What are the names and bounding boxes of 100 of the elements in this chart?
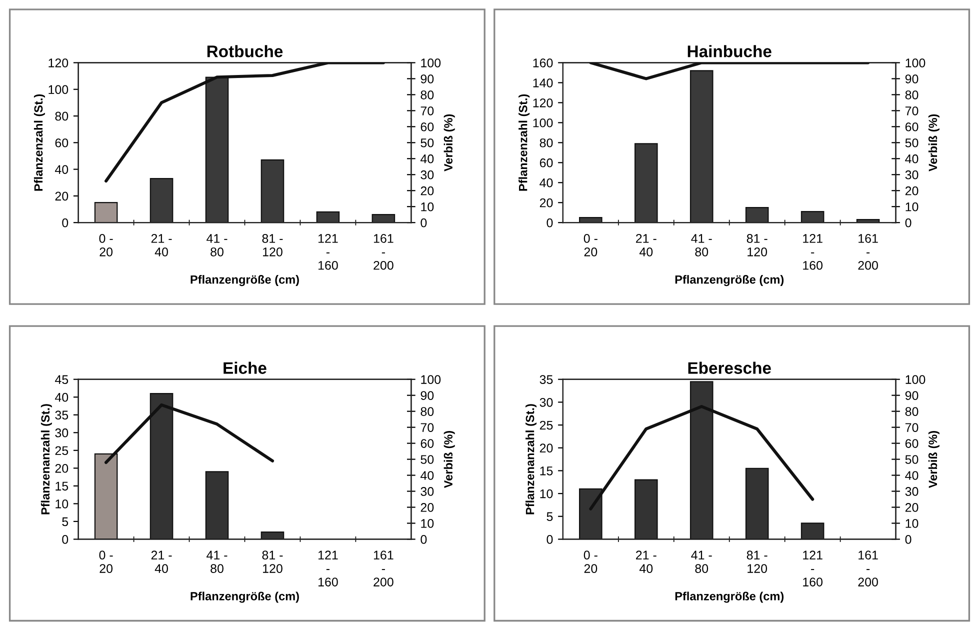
y2-tick-label: 70 xyxy=(420,423,434,432)
y2-axis-title: Verbiß (%) xyxy=(928,114,940,172)
x-tick-label: 81 - 120 xyxy=(746,550,768,573)
y2-axis-title: Verbiß (%) xyxy=(444,114,455,172)
y2-tick-label: 10 xyxy=(906,519,918,528)
y-tick-label: 120 xyxy=(533,98,553,108)
y2-tick-label: 100 xyxy=(906,58,926,68)
x-tick-label: 0 - 20 xyxy=(99,234,113,256)
y2-tick-label: 80 xyxy=(420,90,434,100)
y-tick-label: 35 xyxy=(55,410,68,420)
y2-tick-label: 100 xyxy=(421,58,441,68)
y2-tick-label: 20 xyxy=(905,186,918,196)
y-tick-label: 5 xyxy=(62,517,68,526)
y-axis-title: Pflanzenanzahl (St.) xyxy=(526,404,537,514)
x-tick-label: 161 - 200 xyxy=(858,550,878,586)
y2-tick-label: 80 xyxy=(905,407,918,416)
y-tick-label: 40 xyxy=(54,165,68,174)
y-tick-label: 20 xyxy=(540,444,553,453)
y-tick-label: 40 xyxy=(54,392,68,402)
y2-tick-label: 60 xyxy=(905,439,918,448)
y2-tick-label: 0 xyxy=(905,218,912,228)
y2-tick-label: 10 xyxy=(906,202,918,212)
x-tick-label: 161 - 200 xyxy=(374,550,394,586)
y-tick-label: 140 xyxy=(533,78,553,88)
x-tick-label: 81 - 120 xyxy=(262,550,283,573)
y2-tick-label: 50 xyxy=(420,138,434,148)
y2-tick-label: 20 xyxy=(905,503,918,512)
y2-tick-label: 80 xyxy=(905,90,918,100)
x-tick-label: 121 - 160 xyxy=(318,550,338,586)
y2-tick-label: 10 xyxy=(421,202,434,212)
x-tick-label: 41 - 80 xyxy=(691,234,712,256)
x-tick-label: 21 - 40 xyxy=(151,234,172,256)
y2-tick-label: 20 xyxy=(420,186,434,196)
y2-tick-label: 90 xyxy=(905,74,918,84)
x-tick-label: 0 - 20 xyxy=(584,550,598,573)
y-tick-label: 20 xyxy=(55,192,68,201)
x-tick-label: 21 - 40 xyxy=(636,234,656,256)
x-axis-title: Pflanzengröße (cm) xyxy=(190,592,299,603)
y-tick-label: 100 xyxy=(533,118,553,128)
y-tick-label: 160 xyxy=(533,58,553,68)
x-tick-label: 81 - 120 xyxy=(746,234,768,256)
y-tick-label: 45 xyxy=(54,375,68,384)
y2-tick-label: 70 xyxy=(905,106,918,116)
y2-tick-label: 90 xyxy=(905,391,918,400)
y2-tick-label: 30 xyxy=(420,170,434,180)
y2-tick-label: 40 xyxy=(420,154,434,164)
y-tick-label: 35 xyxy=(540,375,553,384)
y2-tick-label: 40 xyxy=(905,471,918,480)
chart-title: Eiche xyxy=(224,362,266,374)
y-tick-label: 20 xyxy=(55,464,68,473)
y2-tick-label: 60 xyxy=(905,122,918,132)
y2-tick-label: 70 xyxy=(905,423,918,432)
y-axis-title: Pflanzenzahl (St.) xyxy=(34,94,45,191)
x-axis-title: Pflanzengröße (cm) xyxy=(675,592,784,603)
y2-tick-label: 60 xyxy=(420,439,434,448)
y2-tick-label: 70 xyxy=(420,106,434,116)
y2-axis-title: Verbiß (%) xyxy=(444,431,455,488)
chart-title: Hainbuche xyxy=(688,45,772,58)
x-tick-label: 21 - 40 xyxy=(636,550,656,573)
y-tick-label: 80 xyxy=(540,138,553,148)
y-tick-label: 15 xyxy=(56,482,68,491)
y-tick-label: 25 xyxy=(55,446,68,456)
y2-tick-label: 30 xyxy=(420,487,434,496)
y-tick-label: 60 xyxy=(540,158,553,168)
y2-tick-label: 20 xyxy=(420,503,434,512)
y2-tick-label: 40 xyxy=(905,154,918,164)
y-tick-label: 20 xyxy=(540,198,553,208)
y-tick-label: 5 xyxy=(546,512,553,522)
x-tick-label: 0 - 20 xyxy=(584,234,598,256)
y-tick-label: 25 xyxy=(540,420,553,430)
y-tick-label: 40 xyxy=(540,178,553,188)
x-axis-title: Pflanzengröße (cm) xyxy=(190,275,299,286)
x-tick-label: 41 - 80 xyxy=(691,550,712,573)
y-tick-label: 100 xyxy=(48,85,68,94)
x-tick-label: 121 - 160 xyxy=(318,234,338,270)
y-tick-label: 10 xyxy=(56,499,68,508)
y2-tick-label: 40 xyxy=(420,471,434,480)
y2-tick-label: 80 xyxy=(420,407,434,416)
chart-title: Rotbuche xyxy=(207,45,283,58)
y-tick-label: 15 xyxy=(540,466,553,476)
y2-tick-label: 90 xyxy=(420,391,434,400)
x-tick-label: 81 - 120 xyxy=(262,234,283,256)
y2-tick-label: 30 xyxy=(905,487,918,496)
y2-axis-title: Verbiß (%) xyxy=(928,431,940,488)
x-tick-label: 161 - 200 xyxy=(858,234,878,270)
y-tick-label: 80 xyxy=(55,112,68,121)
y-axis-title: Pflanzenzahl (St.) xyxy=(518,94,530,191)
x-tick-label: 161 - 200 xyxy=(374,234,394,270)
y-tick-label: 0 xyxy=(62,535,68,544)
y-tick-label: 120 xyxy=(48,58,68,68)
y2-tick-label: 100 xyxy=(421,375,441,384)
x-tick-label: 121 - 160 xyxy=(803,234,823,270)
y-tick-label: 10 xyxy=(540,489,553,498)
y2-tick-label: 90 xyxy=(420,74,434,84)
y-tick-label: 60 xyxy=(55,138,68,148)
x-tick-label: 0 - 20 xyxy=(99,550,113,573)
y2-tick-label: 0 xyxy=(420,535,427,544)
y2-tick-label: 50 xyxy=(420,455,434,464)
y-axis-title: Pflanzenanzahl (St.) xyxy=(40,404,52,514)
x-tick-label: 41 - 80 xyxy=(206,550,228,573)
